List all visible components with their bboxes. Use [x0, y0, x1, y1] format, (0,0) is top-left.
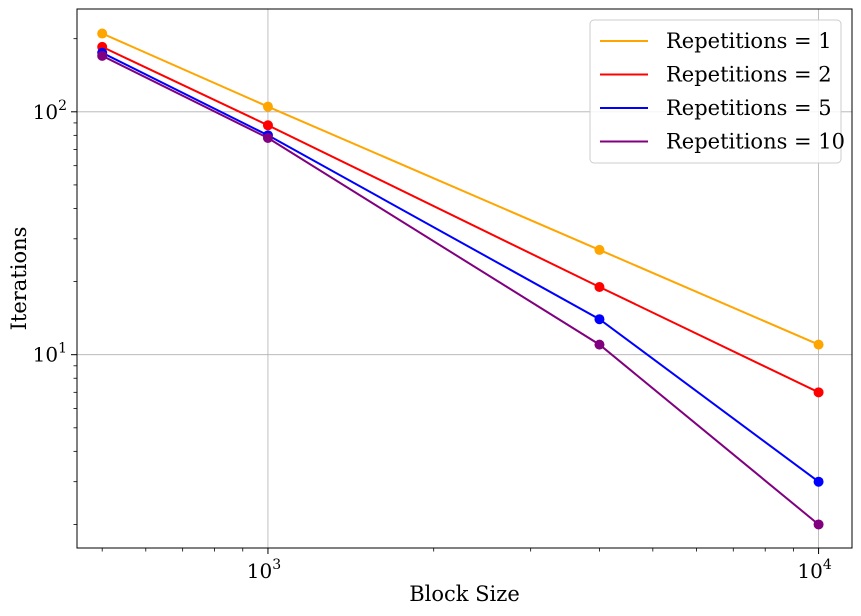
data-point [594, 244, 605, 255]
legend-box [589, 19, 842, 164]
series-layer [97, 28, 824, 530]
data-point [97, 50, 108, 61]
y-tick-label: 101 [33, 341, 67, 367]
x-tick-label: 103 [247, 557, 281, 583]
data-point [813, 476, 824, 487]
data-point [262, 120, 273, 131]
plot-frame [76, 8, 853, 549]
data-point [262, 133, 273, 144]
data-point [594, 314, 605, 325]
data-point [594, 281, 605, 292]
legend: Repetitions = 1 Repetitions = 2 Repetition… [589, 19, 845, 164]
data-point [813, 519, 824, 530]
legend-entry-label: Repetitions = 2 [666, 63, 832, 87]
series-line [101, 32, 819, 346]
legend-entry-label: Repetitions = 10 [666, 130, 845, 154]
series-line [101, 45, 820, 394]
legend-entry-label: Repetitions = 5 [666, 96, 832, 120]
legend-entry-label: Repetitions = 1 [666, 29, 832, 53]
series-line [101, 54, 820, 526]
y-tick-label: 102 [33, 98, 67, 124]
ticks: 103 104 101 102 [33, 38, 832, 583]
data-point [97, 28, 108, 39]
data-point [813, 339, 824, 350]
x-axis-label: Block Size [409, 582, 520, 606]
y-axis-label: Iterations [7, 227, 31, 331]
x-tick-label: 104 [797, 557, 831, 583]
series-line [101, 51, 820, 483]
data-point [813, 387, 824, 398]
data-point [262, 101, 273, 112]
data-point [594, 339, 605, 350]
